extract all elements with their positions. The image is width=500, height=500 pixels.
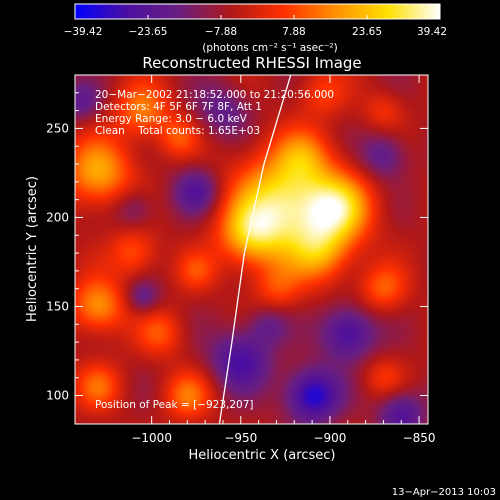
y-tick-label: 200 [46,210,69,224]
peak-position-label: Position of Peak = [−923,207] [95,399,254,411]
colorbar-tick-label: −39.42 [64,26,103,38]
info-detectors: Detectors: 4F 5F 6F 7F 8F, Att 1 [95,101,262,113]
colorbar-tick-label: 23.65 [352,26,382,38]
y-axis-title: Heliocentric Y (arcsec) [25,176,40,322]
y-tick-label: 150 [46,299,69,313]
info-overlay: 20−Mar−2002 21:18:52.000 to 21:20:56.000… [95,89,334,411]
x-tick-label: −1000 [131,431,172,445]
y-tick-label: 250 [46,121,69,135]
colorbar-tick-label: 7.88 [282,26,305,38]
plot-area: −1000 −950 −900 −850 100 150 200 250 [46,74,436,445]
x-tick-label: −850 [403,431,436,445]
footer-timestamp: 13−Apr−2013 10:03 [392,487,496,498]
colorbar-tick-label: 39.42 [417,26,447,38]
info-time-range: 20−Mar−2002 21:18:52.000 to 21:20:56.000 [95,89,334,101]
solar-limb-line [218,75,292,424]
info-energy-range: Energy Range: 3.0 − 6.0 keV [95,113,248,125]
colorbar: −39.42 −23.65 −7.88 7.88 23.65 39.42 (photons… [64,3,447,54]
x-axis-title: Heliocentric X (arcsec) [189,448,336,463]
info-clean-counts: Clean Total counts: 1.65E+03 [95,125,260,137]
colorbar-tick-label: −23.65 [129,26,168,38]
colorbar-ticks: −39.42 −23.65 −7.88 7.88 23.65 39.42 [64,15,447,38]
colorbar-gradient [74,3,441,20]
y-tick-label: 100 [46,389,69,403]
heatmap-image [75,75,428,424]
plot-frame [74,74,429,425]
x-axis-ticks: −1000 −950 −900 −850 [131,75,436,445]
colorbar-tick-label: −7.88 [205,26,237,38]
colorbar-unit-label: (photons cm⁻² s⁻¹ asec⁻²) [202,42,337,54]
y-axis-ticks: 100 150 200 250 [46,74,428,403]
x-tick-label: −900 [313,431,346,445]
x-tick-label: −950 [224,431,257,445]
chart-title: Reconstructed RHESSI Image [142,54,361,72]
